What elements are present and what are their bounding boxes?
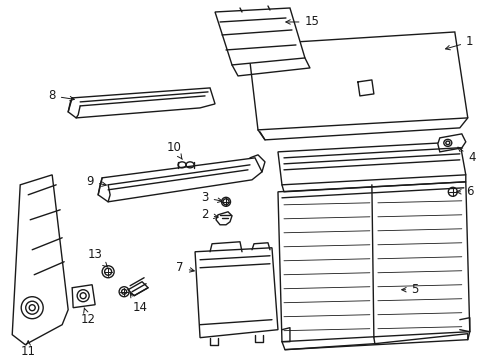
Text: 7: 7	[176, 261, 194, 274]
Text: 2: 2	[201, 208, 218, 221]
Polygon shape	[98, 158, 262, 202]
Polygon shape	[248, 32, 468, 130]
Text: 9: 9	[86, 175, 106, 188]
Text: 11: 11	[21, 341, 36, 358]
Polygon shape	[12, 175, 68, 345]
Text: 12: 12	[81, 308, 96, 326]
Polygon shape	[195, 248, 278, 338]
Text: 8: 8	[49, 89, 74, 102]
Polygon shape	[72, 285, 95, 308]
Text: 14: 14	[130, 293, 147, 314]
Text: 13: 13	[88, 248, 107, 267]
Polygon shape	[278, 142, 466, 185]
Text: 6: 6	[457, 185, 473, 198]
Polygon shape	[438, 134, 466, 152]
Text: 4: 4	[458, 147, 475, 165]
Text: 1: 1	[445, 36, 473, 50]
Polygon shape	[278, 182, 470, 342]
Text: 15: 15	[286, 15, 319, 28]
Text: 5: 5	[402, 283, 418, 296]
Polygon shape	[215, 8, 305, 65]
Text: 10: 10	[167, 141, 182, 159]
Polygon shape	[68, 88, 215, 118]
Polygon shape	[216, 212, 232, 225]
Text: 3: 3	[201, 191, 222, 204]
